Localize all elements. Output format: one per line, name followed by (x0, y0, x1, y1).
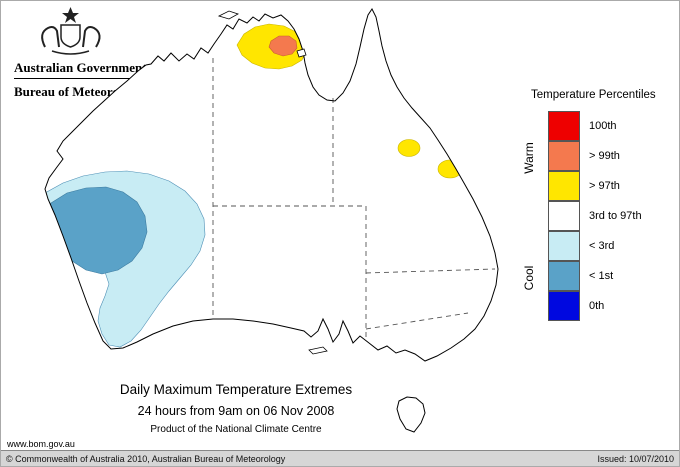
map-product: Product of the National Climate Centre (150, 424, 322, 435)
region-west-wa-core (46, 186, 148, 275)
legend-item: 100th (548, 110, 677, 141)
legend-swatch-lt1st (548, 260, 580, 291)
region-north-qld-spot (397, 139, 421, 157)
legend-swatch-lt3rd (548, 230, 580, 261)
footer-bar: © Commonwealth of Australia 2010, Austra… (1, 450, 679, 466)
map-period: 24 hours from 9am on 06 Nov 2008 (137, 404, 335, 418)
legend-swatch-3rd-97th (548, 200, 580, 231)
legend: Temperature Percentiles 100th > 99th > 9… (519, 89, 677, 321)
legend-item: < 3rd (548, 230, 677, 261)
legend-label: > 99th (589, 150, 620, 162)
crest-shield (60, 24, 81, 48)
region-top-end-nt-core (268, 35, 298, 57)
crest-emu (82, 26, 101, 48)
legend-label: 3rd to 97th (589, 210, 642, 222)
crest-kangaroo (41, 26, 60, 48)
legend-item: 0th (548, 290, 677, 321)
issued-date: Issued: 10/07/2010 (597, 453, 674, 464)
small-islands (217, 10, 328, 355)
legend-label: 100th (589, 120, 617, 132)
crest-scroll (51, 50, 90, 55)
coat-of-arms (41, 7, 101, 55)
legend-swatch-0th (548, 290, 580, 321)
legend-item: 3rd to 97th (548, 200, 677, 231)
legend-item: < 1st (548, 260, 677, 291)
warm-axis-label: Warm (522, 142, 536, 174)
copyright-text: © Commonwealth of Australia 2010, Austra… (6, 453, 286, 464)
legend-label: < 1st (589, 270, 614, 282)
tasmania-outline (396, 396, 426, 433)
website-url: www.bom.gov.au (7, 439, 75, 449)
legend-item: > 97th (548, 170, 677, 201)
legend-item: > 99th (548, 140, 677, 171)
region-central-qld-spot (437, 159, 463, 179)
state-borders (212, 58, 496, 339)
government-name: Australian Government (14, 60, 147, 75)
map-title: Daily Maximum Temperature Extremes (119, 382, 353, 397)
legend-swatch-gt99th (548, 140, 580, 171)
legend-title: Temperature Percentiles (531, 89, 656, 101)
cool-axis-label: Cool (522, 265, 536, 291)
legend-label: > 97th (589, 180, 620, 192)
legend-label: 0th (589, 300, 605, 312)
crest-star (62, 7, 79, 23)
australia-coastline (44, 8, 499, 362)
legend-scale: 100th > 99th > 97th 3rd to 97th < 3rd < … (548, 110, 677, 321)
header-divider (14, 78, 162, 79)
map-caption: Daily Maximum Temperature Extremes 24 ho… (81, 382, 391, 435)
legend-swatch-gt97th (548, 170, 580, 201)
legend-swatch-100th (548, 110, 580, 141)
legend-label: < 3rd (589, 240, 615, 252)
